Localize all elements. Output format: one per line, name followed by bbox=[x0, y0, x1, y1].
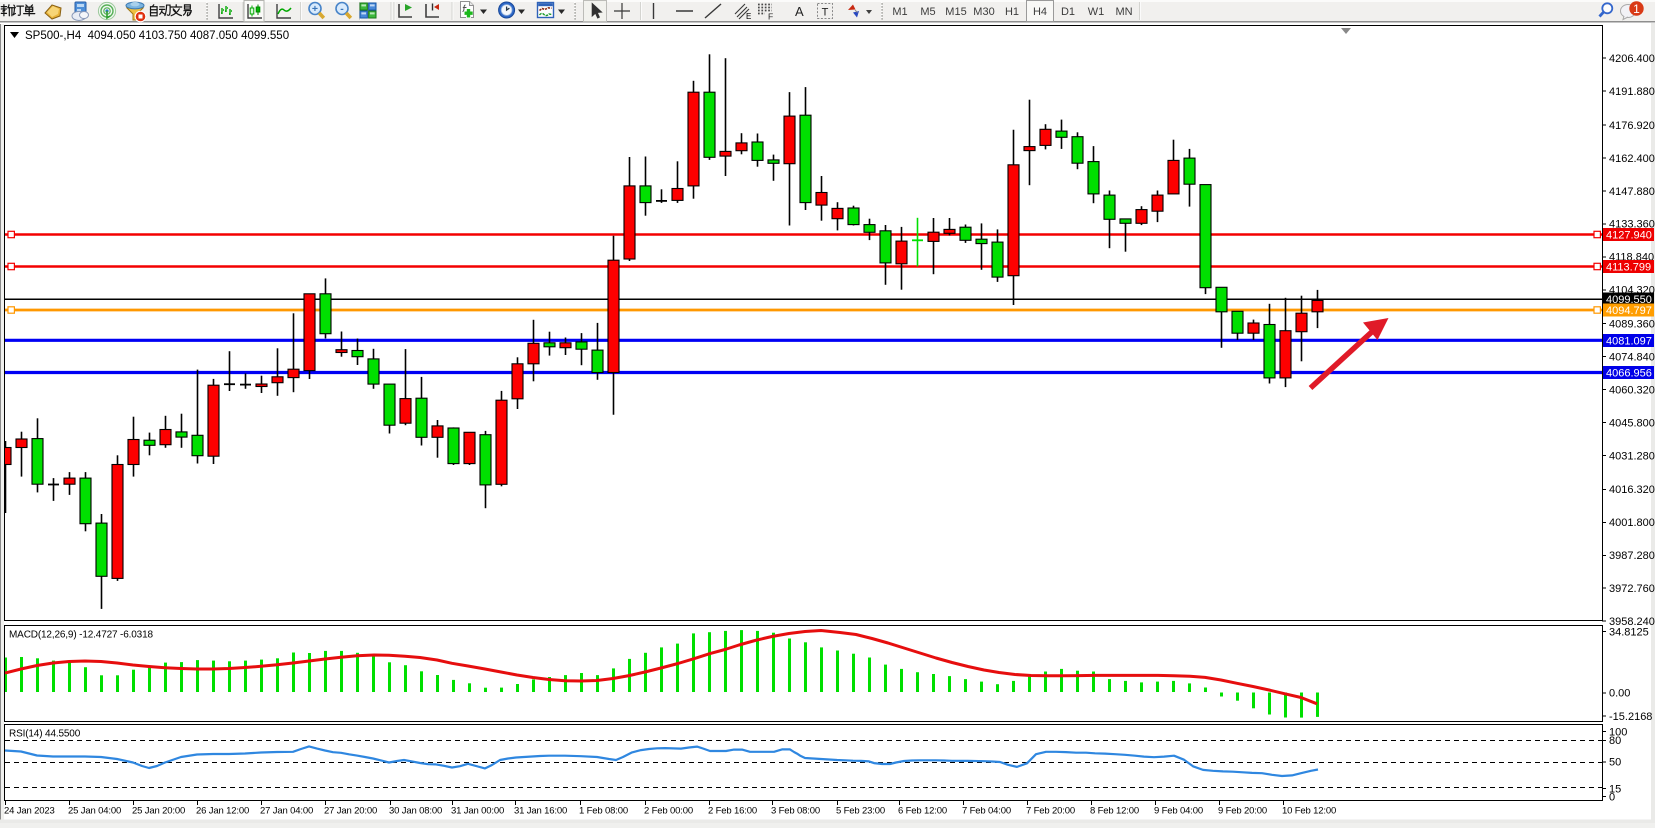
svg-text:4113.799: 4113.799 bbox=[1606, 262, 1651, 274]
svg-text:5 Feb 23:00: 5 Feb 23:00 bbox=[836, 806, 885, 817]
svg-text:25 Jan 04:00: 25 Jan 04:00 bbox=[68, 806, 121, 817]
svg-text:-15.2168: -15.2168 bbox=[1609, 711, 1652, 723]
svg-text:4081.097: 4081.097 bbox=[1606, 335, 1652, 347]
svg-text:6 Feb 12:00: 6 Feb 12:00 bbox=[898, 806, 947, 817]
svg-text:3987.280: 3987.280 bbox=[1609, 550, 1655, 562]
svg-text:T: T bbox=[822, 7, 829, 19]
svg-text:MN: MN bbox=[1115, 6, 1132, 18]
svg-text:34.8125: 34.8125 bbox=[1609, 626, 1649, 638]
svg-text:4099.550: 4099.550 bbox=[1606, 294, 1652, 306]
svg-text:4074.840: 4074.840 bbox=[1609, 352, 1655, 364]
svg-text:0.00: 0.00 bbox=[1609, 688, 1630, 700]
svg-text:A: A bbox=[795, 4, 804, 19]
svg-text:4176.920: 4176.920 bbox=[1609, 120, 1655, 132]
svg-text:9 Feb 20:00: 9 Feb 20:00 bbox=[1218, 806, 1267, 817]
svg-text:M1: M1 bbox=[892, 6, 907, 18]
svg-text:4089.360: 4089.360 bbox=[1609, 319, 1655, 331]
svg-text:H1: H1 bbox=[1005, 6, 1019, 18]
svg-text:4127.940: 4127.940 bbox=[1606, 230, 1652, 242]
svg-text:27 Jan 04:00: 27 Jan 04:00 bbox=[260, 806, 313, 817]
svg-text:31 Jan 16:00: 31 Jan 16:00 bbox=[514, 806, 567, 817]
svg-text:D1: D1 bbox=[1061, 6, 1075, 18]
svg-text:24 Jan 2023: 24 Jan 2023 bbox=[4, 806, 55, 817]
svg-text:3958.240: 3958.240 bbox=[1609, 616, 1655, 628]
svg-text:4001.800: 4001.800 bbox=[1609, 517, 1655, 529]
svg-text:0: 0 bbox=[1609, 791, 1615, 803]
svg-text:-: - bbox=[340, 3, 344, 15]
svg-text:8 Feb 12:00: 8 Feb 12:00 bbox=[1090, 806, 1139, 817]
svg-text:7 Feb 04:00: 7 Feb 04:00 bbox=[962, 806, 1011, 817]
svg-text:MACD(12,26,9) -12.4727 -6.0318: MACD(12,26,9) -12.4727 -6.0318 bbox=[9, 630, 154, 641]
svg-text:50: 50 bbox=[1609, 757, 1621, 769]
svg-text:4066.956: 4066.956 bbox=[1606, 368, 1652, 380]
svg-text:E: E bbox=[746, 12, 751, 21]
svg-text:4060.320: 4060.320 bbox=[1609, 384, 1655, 396]
svg-text:4016.320: 4016.320 bbox=[1609, 484, 1655, 496]
svg-text:3972.760: 3972.760 bbox=[1609, 583, 1655, 595]
svg-text:F: F bbox=[768, 12, 773, 22]
svg-text:80: 80 bbox=[1609, 735, 1621, 747]
svg-text:4191.880: 4191.880 bbox=[1609, 86, 1655, 98]
svg-text:9 Feb 04:00: 9 Feb 04:00 bbox=[1154, 806, 1203, 817]
svg-text:W1: W1 bbox=[1088, 6, 1105, 18]
svg-text:4045.800: 4045.800 bbox=[1609, 417, 1655, 429]
svg-text:26 Jan 12:00: 26 Jan 12:00 bbox=[196, 806, 249, 817]
svg-text:4133.360: 4133.360 bbox=[1609, 219, 1655, 231]
svg-text:7 Feb 20:00: 7 Feb 20:00 bbox=[1026, 806, 1075, 817]
svg-text:+: + bbox=[312, 3, 318, 15]
svg-text:H4: H4 bbox=[1033, 6, 1047, 18]
svg-text:RSI(14) 44.5500: RSI(14) 44.5500 bbox=[9, 729, 81, 740]
svg-text:31 Jan 00:00: 31 Jan 00:00 bbox=[451, 806, 504, 817]
svg-text:27 Jan 20:00: 27 Jan 20:00 bbox=[324, 806, 377, 817]
svg-text:M15: M15 bbox=[945, 6, 966, 18]
svg-text:M5: M5 bbox=[920, 6, 935, 18]
svg-text:100: 100 bbox=[1609, 727, 1627, 739]
svg-text:1 Feb 08:00: 1 Feb 08:00 bbox=[579, 806, 628, 817]
svg-text:15: 15 bbox=[1609, 783, 1621, 795]
svg-text:10 Feb 12:00: 10 Feb 12:00 bbox=[1282, 806, 1336, 817]
svg-text:3 Feb 08:00: 3 Feb 08:00 bbox=[771, 806, 820, 817]
svg-text:1: 1 bbox=[1633, 2, 1640, 16]
svg-text:25 Jan 20:00: 25 Jan 20:00 bbox=[132, 806, 185, 817]
svg-text:2 Feb 16:00: 2 Feb 16:00 bbox=[708, 806, 757, 817]
svg-text:SP500-,H4 4094.050 4103.750 4: SP500-,H4 4094.050 4103.750 4087.050 409… bbox=[25, 30, 289, 42]
svg-text:M30: M30 bbox=[973, 6, 994, 18]
svg-text:4162.400: 4162.400 bbox=[1609, 153, 1655, 165]
svg-text:4206.400: 4206.400 bbox=[1609, 53, 1655, 65]
svg-text:4031.280: 4031.280 bbox=[1609, 450, 1655, 462]
svg-text:4147.880: 4147.880 bbox=[1609, 186, 1655, 198]
svg-text:2 Feb 00:00: 2 Feb 00:00 bbox=[644, 806, 693, 817]
svg-text:4094.797: 4094.797 bbox=[1606, 305, 1652, 317]
svg-text:30 Jan 08:00: 30 Jan 08:00 bbox=[389, 806, 442, 817]
